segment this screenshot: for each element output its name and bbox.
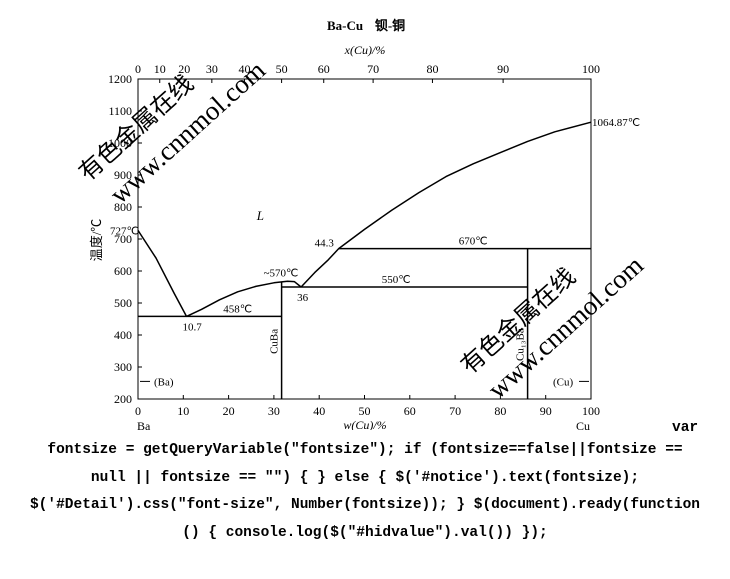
x-top-tick-label: 80 [426,62,438,76]
y-tick-label: 500 [114,296,132,310]
x-tick-label: 90 [540,404,552,418]
code-line-2: null || fontsize == "") { } else { $('#n… [90,470,640,486]
compound-label: CuBa [269,329,281,354]
annotation-label: 727℃ [110,225,139,237]
x-tick-label: 80 [494,404,506,418]
annotation-label: 1064.87℃ [592,117,640,129]
annotation-label: 10.7 [182,321,202,333]
x-tick-label: 60 [404,404,416,418]
phase-boundary-line [300,121,592,288]
y-tick-label: 700 [114,232,132,246]
x-tick-label: 40 [313,404,325,418]
annotation-label: 670℃ [459,236,488,248]
x-tick-label: 10 [177,404,189,418]
x-tick-label: 100 [582,404,600,418]
x-top-tick-label: 50 [276,62,288,76]
y-tick-label: 400 [114,328,132,342]
x-top-tick-label: 100 [582,62,600,76]
x-tick-label: 20 [223,404,235,418]
x-tick-label: 70 [449,404,461,418]
annotation-label: 550℃ [382,274,411,286]
series-layer [137,121,592,399]
code-line-1: fontsize = getQueryVariable("fontsize");… [47,442,683,458]
compound-label: Cu₁₃Ba [515,328,527,361]
phase-boundary-line [186,280,302,318]
annotation-label: ~570℃ [264,268,299,280]
y-tick-label: 1000 [108,136,132,150]
x-top-tick-label: 60 [318,62,330,76]
y-tick-label: 1200 [108,72,132,86]
annotation-layer: 727℃ 1064.87℃ L 44.3 670℃ ~570℃ 550℃ 36 458℃ 10.7… [110,117,640,388]
annotation-label: (Ba) [154,376,174,388]
x-top-tick-label: 30 [206,62,218,76]
code-line-3: $('#Detail').css("font-size", Number(fon… [29,497,700,513]
y-tick-label: 800 [114,200,132,214]
y-tick-label: 600 [114,264,132,278]
x-ticks-top: 0 10 20 30 40 50 60 70 80 90 100 [135,62,600,83]
end-label-left: Ba [137,419,151,430]
x-tick-label: 50 [359,404,371,418]
x-axis-label-top: x(Cu)/% [344,43,386,57]
watermark: 有色金属在线 www.cnnmol.com 有色金属在线 www.cnnmol.… [74,55,649,405]
annotation-label: (Cu) [553,376,574,388]
x-top-tick-label: 40 [238,62,250,76]
chart-title: Ba-Cu [327,18,363,33]
x-top-tick-label: 10 [154,62,166,76]
annotation-label: L [256,208,264,223]
annotation-label: 44.3 [315,238,335,250]
chart-title-cn: 钡-铜 [375,18,405,33]
y-tick-label: 900 [114,168,132,182]
x-tick-label: 0 [135,404,141,418]
phase-boundary-line [137,229,188,317]
code-var-keyword: var [672,420,699,436]
x-top-tick-label: 20 [178,62,190,76]
phase-diagram: 有色金属在线 www.cnnmol.com 有色金属在线 www.cnnmol.… [74,18,649,430]
x-top-tick-label: 90 [497,62,509,76]
end-label-right: Cu [576,419,590,430]
x-top-tick-label: 0 [135,62,141,76]
x-top-tick-label: 70 [367,62,379,76]
y-axis-label: 温度/℃ [89,219,104,262]
code-line-4: () { console.log($("#hidvalue").val()) }… [182,525,548,541]
y-tick-label: 200 [114,392,132,406]
y-tick-label: 300 [114,360,132,374]
y-ticks: 200 300 400 500 600 700 800 900 1000 1100 1200 [108,72,142,406]
x-tick-label: 30 [268,404,280,418]
x-axis-label-bottom: w(Cu)/% [343,418,386,430]
y-tick-label: 1100 [108,104,132,118]
annotation-label: 36 [297,292,309,304]
annotation-label: 458℃ [223,303,252,315]
x-ticks-bottom: 0 10 20 30 40 50 60 70 80 90 100 [135,395,600,418]
